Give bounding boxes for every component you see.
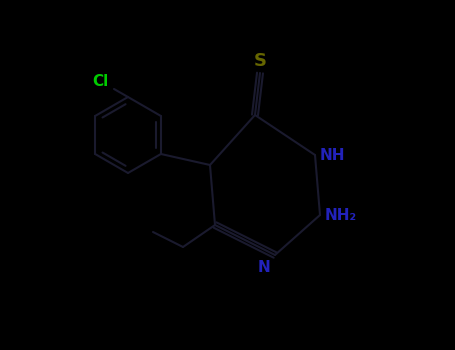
Text: N: N	[257, 260, 270, 275]
Text: NH: NH	[320, 147, 345, 162]
Text: Cl: Cl	[92, 74, 108, 89]
Text: NH₂: NH₂	[325, 208, 357, 223]
Text: S: S	[253, 52, 267, 70]
